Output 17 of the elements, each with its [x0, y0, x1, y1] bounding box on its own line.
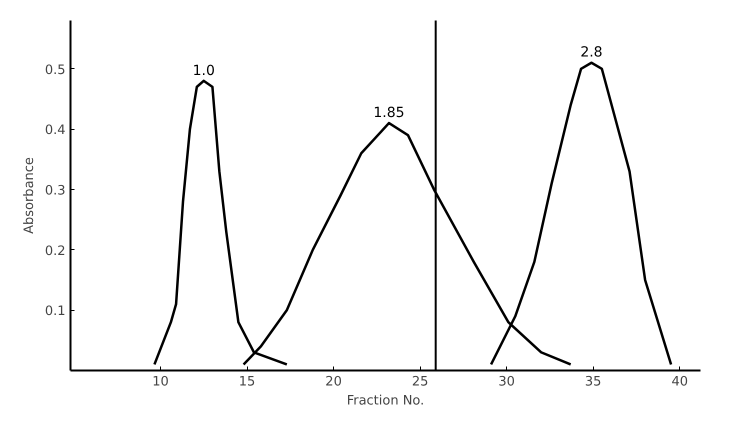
x-tick-label: 10	[152, 374, 169, 390]
y-tick-label: 0.1	[44, 304, 66, 320]
y-tick-label: 0.4	[44, 123, 66, 138]
x-tick-label: 15	[238, 374, 256, 390]
y-tick-label: 0.3	[44, 183, 66, 198]
y-axis-title: Absorbance	[22, 157, 37, 234]
y-tick-label: 0.5	[44, 62, 66, 78]
y-tick-label: 0.2	[44, 244, 66, 259]
x-axis-title: Fraction No.	[346, 394, 424, 408]
x-tick-label: 20	[325, 374, 342, 390]
x-tick-label: 40	[671, 374, 688, 390]
x-tick-label: 30	[498, 374, 515, 390]
series-label: 1.0	[192, 62, 215, 79]
series-label: 2.8	[580, 44, 603, 61]
x-tick-label: 35	[584, 374, 602, 390]
x-tick-label: 25	[412, 374, 428, 390]
series-label: 1.85	[373, 105, 405, 122]
